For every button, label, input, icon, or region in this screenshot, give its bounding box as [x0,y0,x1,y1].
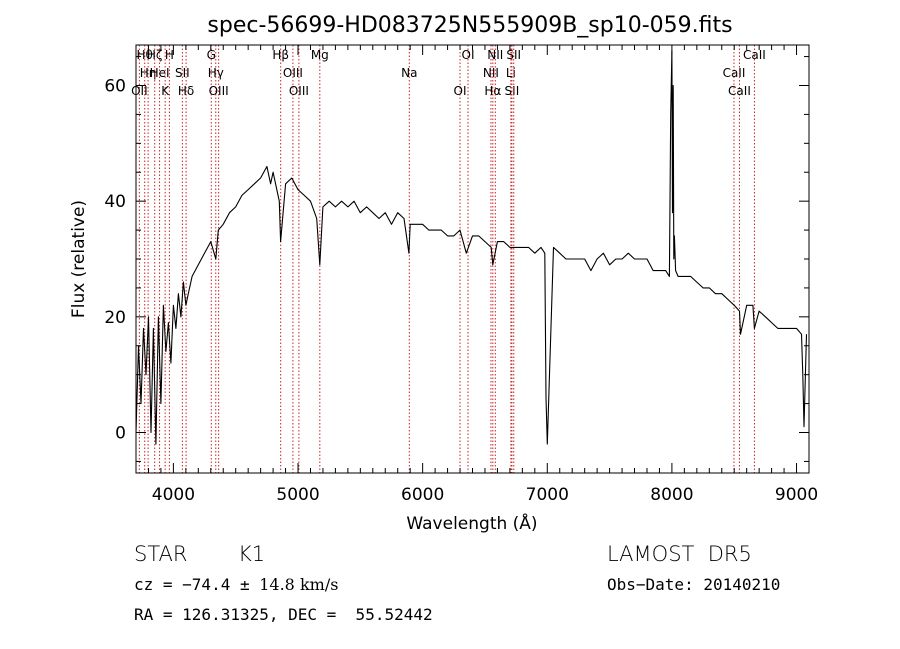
x-axis-ticks: 4000 5000 6000 7000 8000 9000 [135,45,818,505]
object-subclass: K1 [238,542,266,566]
x-tick-label: 5000 [276,485,319,505]
chart-title: spec-56699-HD083725N555909B_sp10-059.fit… [207,13,732,38]
line-marker-label: H [165,48,174,62]
y-axis-ticks: 0 20 40 60 [104,56,809,462]
line-marker-label: OIII [283,66,303,80]
line-marker-label: Hγ [208,66,224,80]
line-marker-label: OII [131,84,148,98]
line-marker-label: OIII [209,84,229,98]
line-marker-label: HeI [150,66,170,80]
line-marker-label: CaII [723,66,746,80]
line-marker-label: OI [462,48,475,62]
plot-frame [135,44,810,474]
line-marker-label: OI [454,84,467,98]
spectrum-series [135,50,808,445]
line-marker-label: K [161,84,170,98]
redshift-line: cz = −74.4 ± 14.8 km/s [134,575,338,594]
line-marker-label: G [207,48,216,62]
obs-date: Obs−Date: 20140210 [607,575,781,594]
line-marker-label: Hθ [137,48,153,62]
cz-error: 14.8 [259,575,295,594]
line-marker-label: SII [175,66,190,80]
cz-prefix: cz = −74.4 ± [134,575,260,594]
coordinates: RA = 126.31325, DEC = 55.52442 [134,605,433,624]
line-marker-label: NII [483,66,499,80]
line-marker-label: SII [505,84,520,98]
line-marker-label: SII [506,48,521,62]
spectrum-line [135,50,808,445]
cz-unit: km/s [294,575,339,594]
y-axis-label: Flux (relative) [69,200,89,318]
x-tick-label: 8000 [650,485,693,505]
x-tick-label: 7000 [526,485,569,505]
line-marker-label: OIII [289,84,309,98]
line-marker-label: NII [487,48,503,62]
line-marker-label: Hη [140,66,157,80]
object-class: STAR [134,542,188,566]
line-marker-label: Hζ [147,48,163,62]
line-marker-label: Hβ [272,48,289,62]
y-tick-label: 40 [104,192,126,212]
y-tick-label: 20 [104,308,126,328]
line-marker-label: Hδ [178,84,194,98]
survey-name: LAMOST DR5 [607,542,752,566]
line-marker-label: CaII [743,48,766,62]
line-marker-label: CaII [728,84,751,98]
y-tick-label: 0 [115,424,126,444]
y-tick-label: 60 [104,76,126,96]
line-marker-label: Na [401,66,417,80]
x-tick-label: 6000 [401,485,444,505]
x-tick-label: 9000 [775,485,818,505]
line-marker-label: Hα [484,84,501,98]
x-tick-label: 4000 [152,485,195,505]
x-axis-label: Wavelength (Å) [406,512,537,534]
line-marker-label: Mg [311,48,329,62]
line-marker-label: Li [506,66,516,80]
